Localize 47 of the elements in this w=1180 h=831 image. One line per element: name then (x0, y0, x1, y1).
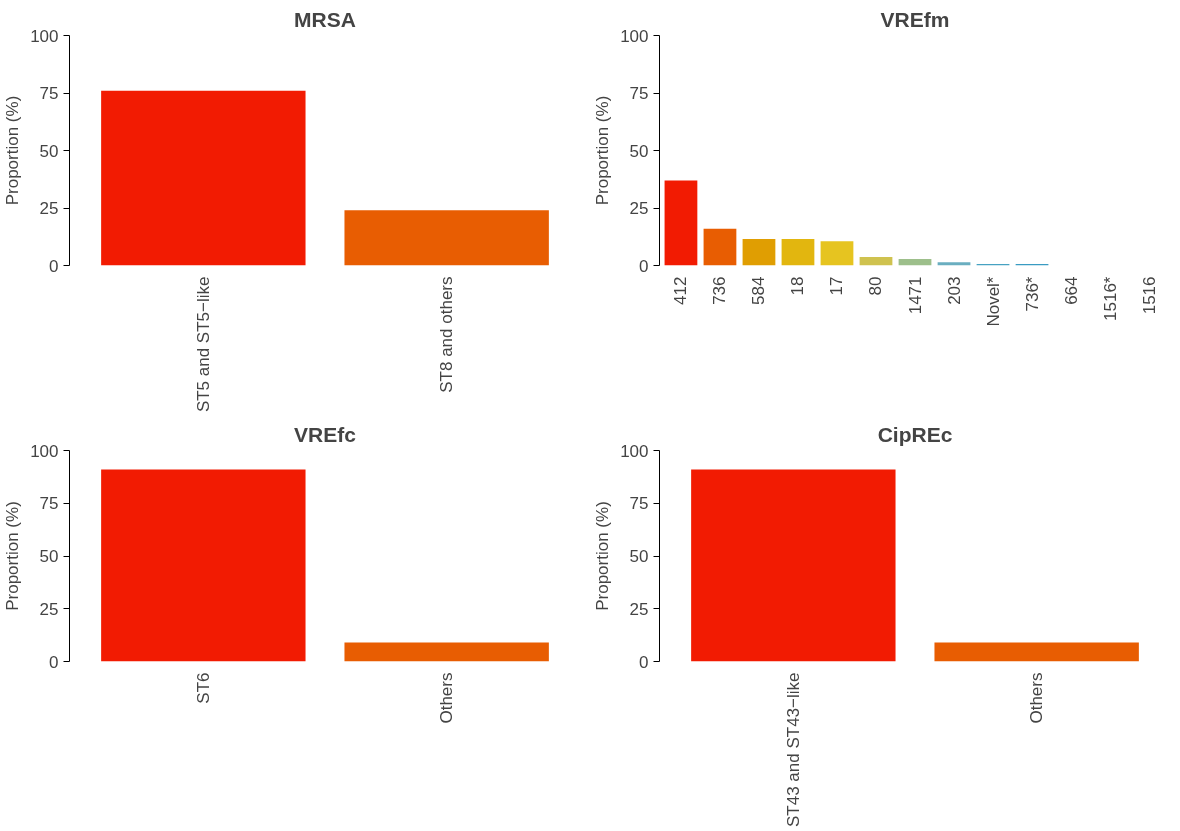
chart-title: MRSA (294, 7, 356, 31)
y-tick-label: 100 (620, 26, 649, 46)
y-tick-label: 50 (629, 547, 649, 566)
chart-title: CipREc (877, 422, 953, 446)
x-tick-label: ST6 (193, 672, 213, 704)
chart-title: VREfc (294, 422, 357, 446)
x-tick-label: 584 (749, 276, 769, 305)
chart-title: VREfm (880, 7, 950, 31)
y-tick-label: 25 (39, 599, 59, 619)
y-tick-label: 25 (39, 199, 59, 218)
x-tick-label: 18 (788, 276, 808, 296)
y-axis-title: Proportion (%) (3, 501, 23, 611)
y-tick-label: 100 (30, 26, 59, 46)
y-tick-label: 0 (639, 652, 649, 672)
y-tick-label: 25 (629, 599, 649, 619)
x-tick-label: ST5 and ST5−like (193, 276, 213, 413)
x-tick-label: ST8 and others (437, 276, 457, 393)
y-tick-label: 75 (629, 84, 649, 103)
x-tick-label: 1516* (1100, 276, 1120, 321)
x-tick-label: 664 (1061, 276, 1081, 305)
y-tick-label: 100 (30, 441, 59, 461)
x-tick-label: ST43 and ST43−like (783, 672, 803, 828)
x-tick-label: Novel* (983, 276, 1003, 327)
y-axis-title: Proportion (%) (593, 95, 613, 206)
x-tick-label: 1516 (1139, 276, 1159, 315)
x-tick-label: 736 (710, 276, 730, 305)
y-tick-label: 75 (39, 494, 59, 514)
x-tick-label: 1471 (905, 276, 925, 315)
x-tick-label: 412 (671, 276, 691, 305)
y-tick-label: 0 (49, 652, 59, 672)
y-tick-label: 50 (39, 547, 59, 566)
x-tick-label: 203 (944, 276, 964, 305)
y-tick-label: 0 (639, 256, 649, 276)
x-tick-label: 17 (827, 276, 847, 296)
x-tick-label: Others (1027, 672, 1047, 724)
y-tick-label: 100 (620, 441, 649, 461)
x-tick-label: Others (437, 672, 457, 724)
y-tick-label: 75 (39, 84, 59, 103)
x-tick-label: 80 (866, 276, 886, 296)
y-tick-label: 50 (629, 141, 649, 161)
y-tick-label: 50 (39, 141, 59, 161)
y-axis-title: Proportion (%) (593, 501, 613, 611)
y-tick-label: 0 (49, 256, 59, 276)
x-tick-label: 736* (1022, 276, 1042, 312)
y-tick-label: 75 (629, 494, 649, 514)
y-tick-label: 25 (629, 199, 649, 218)
y-axis-title: Proportion (%) (3, 95, 23, 206)
